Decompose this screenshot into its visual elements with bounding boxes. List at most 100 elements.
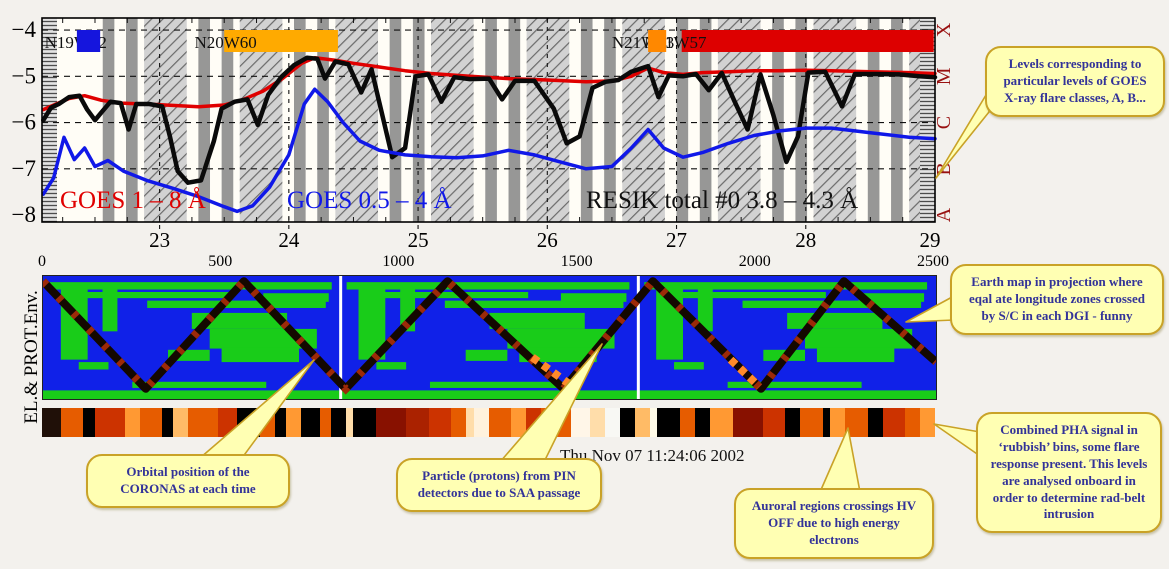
left-edge-ruler xyxy=(42,18,57,222)
active-region-bar xyxy=(681,30,934,52)
pha-strip-segment xyxy=(218,408,238,437)
shaded-band-solid xyxy=(676,18,689,222)
pha-strip-segment xyxy=(800,408,823,437)
pha-strip-segment xyxy=(571,408,590,437)
x-axis-day-label: 29 xyxy=(920,228,941,252)
x2-axis-tick-label: 1000 xyxy=(382,253,414,270)
plot-timestamp: Thu Nov 07 11:24:06 2002 xyxy=(560,446,745,465)
land-mass xyxy=(340,390,639,399)
land-mass xyxy=(429,381,564,388)
pha-strip-segment xyxy=(83,408,95,437)
pha-strip-segment xyxy=(259,408,275,437)
pha-strip-segment xyxy=(541,408,572,437)
pha-strip-segment xyxy=(511,408,527,437)
callout-pha-signal-text: Combined PHA signal in ‘rubbish’ bins, s… xyxy=(990,422,1148,522)
callout-goes-levels-text: Levels corresponding to particular level… xyxy=(1003,56,1147,105)
land-mass xyxy=(644,282,928,290)
pha-strip-segment xyxy=(785,408,801,437)
pha-strip-segment xyxy=(300,408,320,437)
shaded-band-solid xyxy=(102,18,115,222)
pha-strip-segment xyxy=(375,408,406,437)
y-axis-tick-label: −7 xyxy=(12,156,36,181)
pha-strip-segment xyxy=(451,408,467,437)
right-edge-ruler xyxy=(920,18,935,222)
pha-strip-segment xyxy=(822,408,831,437)
land-mass xyxy=(221,347,299,363)
earth-map-orbit-panel xyxy=(42,275,937,400)
pha-strip-segment xyxy=(679,408,695,437)
land-mass xyxy=(364,291,529,299)
shaded-band-solid xyxy=(891,18,903,222)
x-axis-day-label: 25 xyxy=(408,228,429,252)
shaded-band-solid xyxy=(580,18,593,222)
land-mass xyxy=(816,347,895,363)
x-axis-day-label: 27 xyxy=(666,228,687,252)
active-region-bar xyxy=(224,30,338,52)
active-region-box xyxy=(76,30,101,52)
shaded-band-solid xyxy=(198,18,211,222)
shaded-band-solid xyxy=(867,18,880,222)
shaded-band-solid xyxy=(317,18,329,222)
goes-05-4-series xyxy=(41,87,937,214)
land-mass xyxy=(147,300,326,308)
pha-strip-segment xyxy=(139,408,163,437)
pha-strip-segment xyxy=(488,408,512,437)
pha-strip-segment xyxy=(124,408,140,437)
callout-pha-signal: Combined PHA signal in ‘rubbish’ bins, s… xyxy=(976,412,1162,534)
x-axis-day-label: 23 xyxy=(149,228,170,252)
pha-strip-segment xyxy=(353,408,376,437)
goes-class-letter: C xyxy=(933,116,955,129)
pha-strip-segment xyxy=(428,408,452,437)
land-mass xyxy=(444,300,624,308)
legend-label: RESIK total #0 3.8 – 4.3 Å xyxy=(586,187,858,214)
land-mass xyxy=(168,349,210,361)
pha-strip-segment xyxy=(867,408,883,437)
plot-frame xyxy=(41,17,936,223)
land-mass xyxy=(858,293,925,302)
pha-strip-segment xyxy=(649,408,658,437)
callout-tail xyxy=(819,427,861,493)
land-mass xyxy=(43,390,341,399)
pha-strip-segment xyxy=(237,408,260,437)
pha-strip-segment xyxy=(405,408,429,437)
callout-auroral-crossings: Auroral regions crossings HV OFF due to … xyxy=(734,488,934,559)
pha-strip-segment xyxy=(732,408,763,437)
callout-orbital-position-text: Orbital position of the CORONAS at each … xyxy=(120,464,256,496)
land-mass xyxy=(263,293,329,302)
pha-strip-segment xyxy=(94,408,125,437)
pha-strip-segment xyxy=(709,408,733,437)
pha-strip-segment xyxy=(634,408,650,437)
active-region-box xyxy=(648,30,667,52)
pha-strip-segment xyxy=(762,408,786,437)
shaded-band-solid xyxy=(604,18,616,222)
pha-strip-segment xyxy=(173,408,189,437)
land-mass xyxy=(805,328,913,349)
pha-strip-segment xyxy=(845,408,868,437)
pha-strip-segment xyxy=(274,408,286,437)
pha-strip-segment xyxy=(604,408,620,437)
y-axis-tick-label: −5 xyxy=(12,63,36,88)
land-mass xyxy=(376,362,407,370)
callout-goes-levels: Levels corresponding to particular level… xyxy=(985,46,1165,117)
goes-class-letter: A xyxy=(933,207,955,222)
pha-strip-segment xyxy=(920,408,936,437)
pha-strip-segment xyxy=(473,408,489,437)
legend-label: GOES 1 – 8 Å xyxy=(60,187,206,214)
land-mass xyxy=(674,362,704,370)
pha-strip-segment xyxy=(694,408,710,437)
shaded-band-solid xyxy=(389,18,402,222)
x2-axis-tick-label: 2500 xyxy=(917,253,949,270)
pha-strip-segment xyxy=(42,408,61,437)
pha-strip-segment xyxy=(345,408,354,437)
x-axis-day-label: 28 xyxy=(795,228,816,252)
shaded-band-solid xyxy=(699,18,712,222)
callout-saa-particles-text: Particle (protons) from PIN detectors du… xyxy=(417,468,581,500)
shaded-band-solid xyxy=(508,18,521,222)
pha-strip-segment xyxy=(466,408,474,437)
land-mass xyxy=(560,293,627,302)
goes-class-letter: B xyxy=(933,162,955,175)
pha-strip-segment xyxy=(905,408,921,437)
callout-tail xyxy=(933,423,981,457)
